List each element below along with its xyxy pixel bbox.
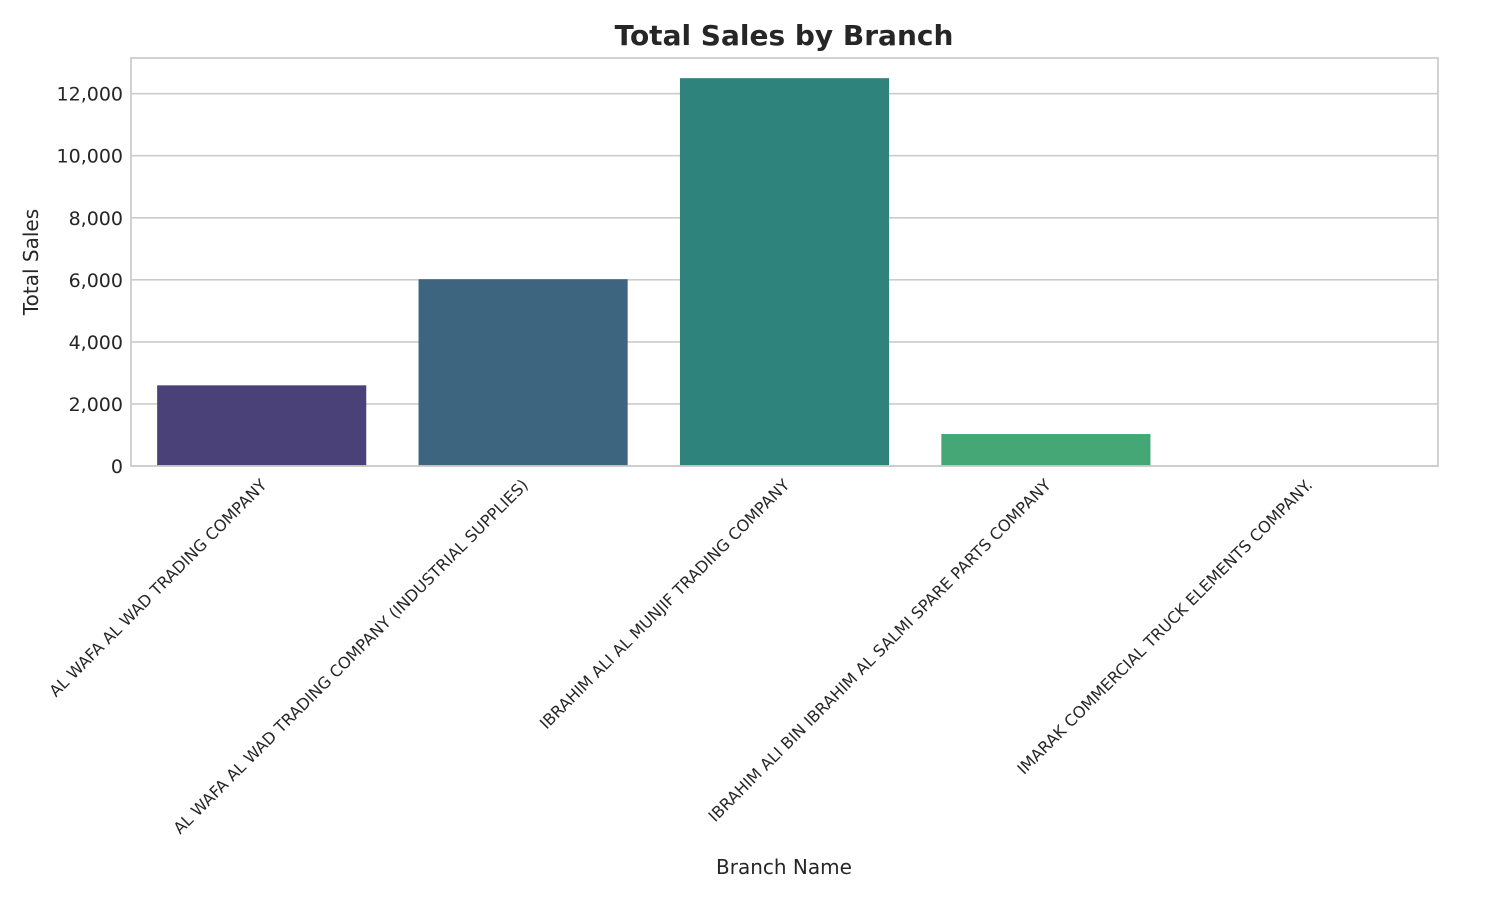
plot-frame (130, 57, 1439, 467)
y-tick-label: 10,000 (57, 146, 123, 168)
y-tick-label: 6,000 (69, 270, 123, 292)
x-axis-label: Branch Name (716, 855, 852, 879)
chart-title: Total Sales by Branch (615, 19, 954, 52)
bar (418, 279, 628, 466)
y-tick-label: 2,000 (69, 394, 123, 416)
x-tick-label: IBRAHIM ALI BIN IBRAHIM AL SALMI SPARE P… (705, 475, 1055, 825)
y-axis-label: Total Sales (19, 209, 43, 316)
x-tick-label: IBRAHIM ALI AL MUNJIF TRADING COMPANY (536, 475, 794, 733)
bar (679, 78, 890, 466)
x-tick-label: AL WAFA AL WAD TRADING COMPANY (45, 475, 270, 700)
y-tick-label: 4,000 (69, 332, 123, 354)
y-tick-label: 0 (111, 456, 123, 478)
bar (157, 385, 367, 466)
y-tick-label: 12,000 (57, 84, 123, 106)
x-tick-label: IMARAK COMMERCIAL TRUCK ELEMENTS COMPANY… (1013, 475, 1316, 778)
y-tick-label: 8,000 (69, 208, 123, 230)
bar (941, 434, 1151, 466)
y-axis-ticks: 0 2,000 4,000 6,000 8,000 10,000 12,000 (57, 84, 123, 478)
bars (157, 78, 1151, 466)
